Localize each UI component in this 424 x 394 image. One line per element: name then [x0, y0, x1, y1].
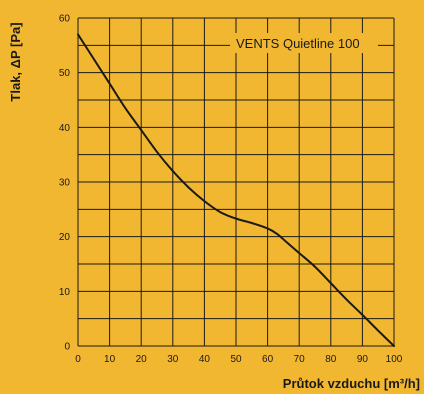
y-axis-title: Tlak, ΔP [Pa] [8, 22, 23, 101]
x-axis-title: Průtok vzduchu [m³/h] [283, 376, 420, 391]
annotation-background [230, 33, 378, 53]
y-tick-label: 40 [59, 123, 71, 134]
y-axis-ticks: 0 10 20 30 40 50 60 [59, 14, 71, 353]
x-tick-label: 80 [325, 354, 337, 365]
series-line [77, 33, 395, 347]
x-tick-label: 30 [167, 354, 179, 365]
annotation-group: VENTS Quietline 100 [230, 33, 378, 53]
x-tick-label: 0 [75, 354, 81, 365]
y-tick-label: 50 [59, 68, 71, 79]
y-tick-label: 0 [64, 342, 70, 353]
grid [77, 17, 395, 347]
x-tick-label: 40 [199, 354, 211, 365]
x-tick-label: 50 [230, 354, 242, 365]
y-tick-label: 30 [59, 178, 71, 189]
y-tick-label: 10 [59, 287, 71, 298]
y-tick-label: 60 [59, 14, 71, 25]
x-axis-ticks: 0 10 20 30 40 50 60 70 80 90 100 [75, 354, 403, 365]
x-tick-label: 10 [104, 354, 116, 365]
series-group [77, 33, 395, 347]
y-tick-label: 20 [59, 232, 71, 243]
x-tick-label: 90 [357, 354, 369, 365]
series-annotation: VENTS Quietline 100 [236, 36, 360, 51]
x-tick-label: 60 [262, 354, 274, 365]
x-tick-label: 100 [386, 354, 403, 365]
x-tick-label: 20 [136, 354, 148, 365]
x-tick-label: 70 [294, 354, 306, 365]
